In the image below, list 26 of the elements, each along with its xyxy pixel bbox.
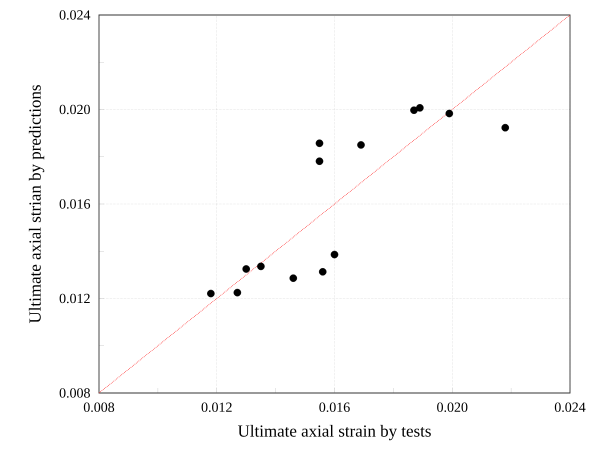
point [357, 141, 365, 149]
point [207, 290, 215, 298]
point [316, 139, 324, 148]
point [410, 106, 418, 114]
point [446, 110, 454, 118]
y-tick-label: 0.020 [60, 104, 90, 114]
point [234, 288, 242, 296]
point [316, 157, 324, 166]
x-tick-label: 0.016 [319, 402, 350, 412]
x-tick-label: 0.012 [202, 402, 232, 412]
x-tick-label: 0.008 [84, 402, 114, 412]
y-axis-title: Ultimate axial strian by predictions [28, 85, 44, 324]
y-tick-label: 0.008 [60, 388, 90, 398]
x-axis-title: Ultimate axial strain by tests [238, 424, 431, 440]
point [501, 124, 510, 132]
point [318, 268, 327, 276]
point [257, 262, 265, 270]
y-tick-label: 0.012 [60, 294, 90, 304]
y-tick-label: 0.016 [60, 199, 90, 209]
point [289, 274, 298, 282]
point [242, 265, 250, 273]
point [330, 250, 338, 258]
x-tick-label: 0.020 [437, 402, 468, 412]
point [416, 104, 424, 112]
y-tick-label: 0.024 [60, 10, 90, 20]
x-tick-label: 0.024 [554, 402, 586, 412]
